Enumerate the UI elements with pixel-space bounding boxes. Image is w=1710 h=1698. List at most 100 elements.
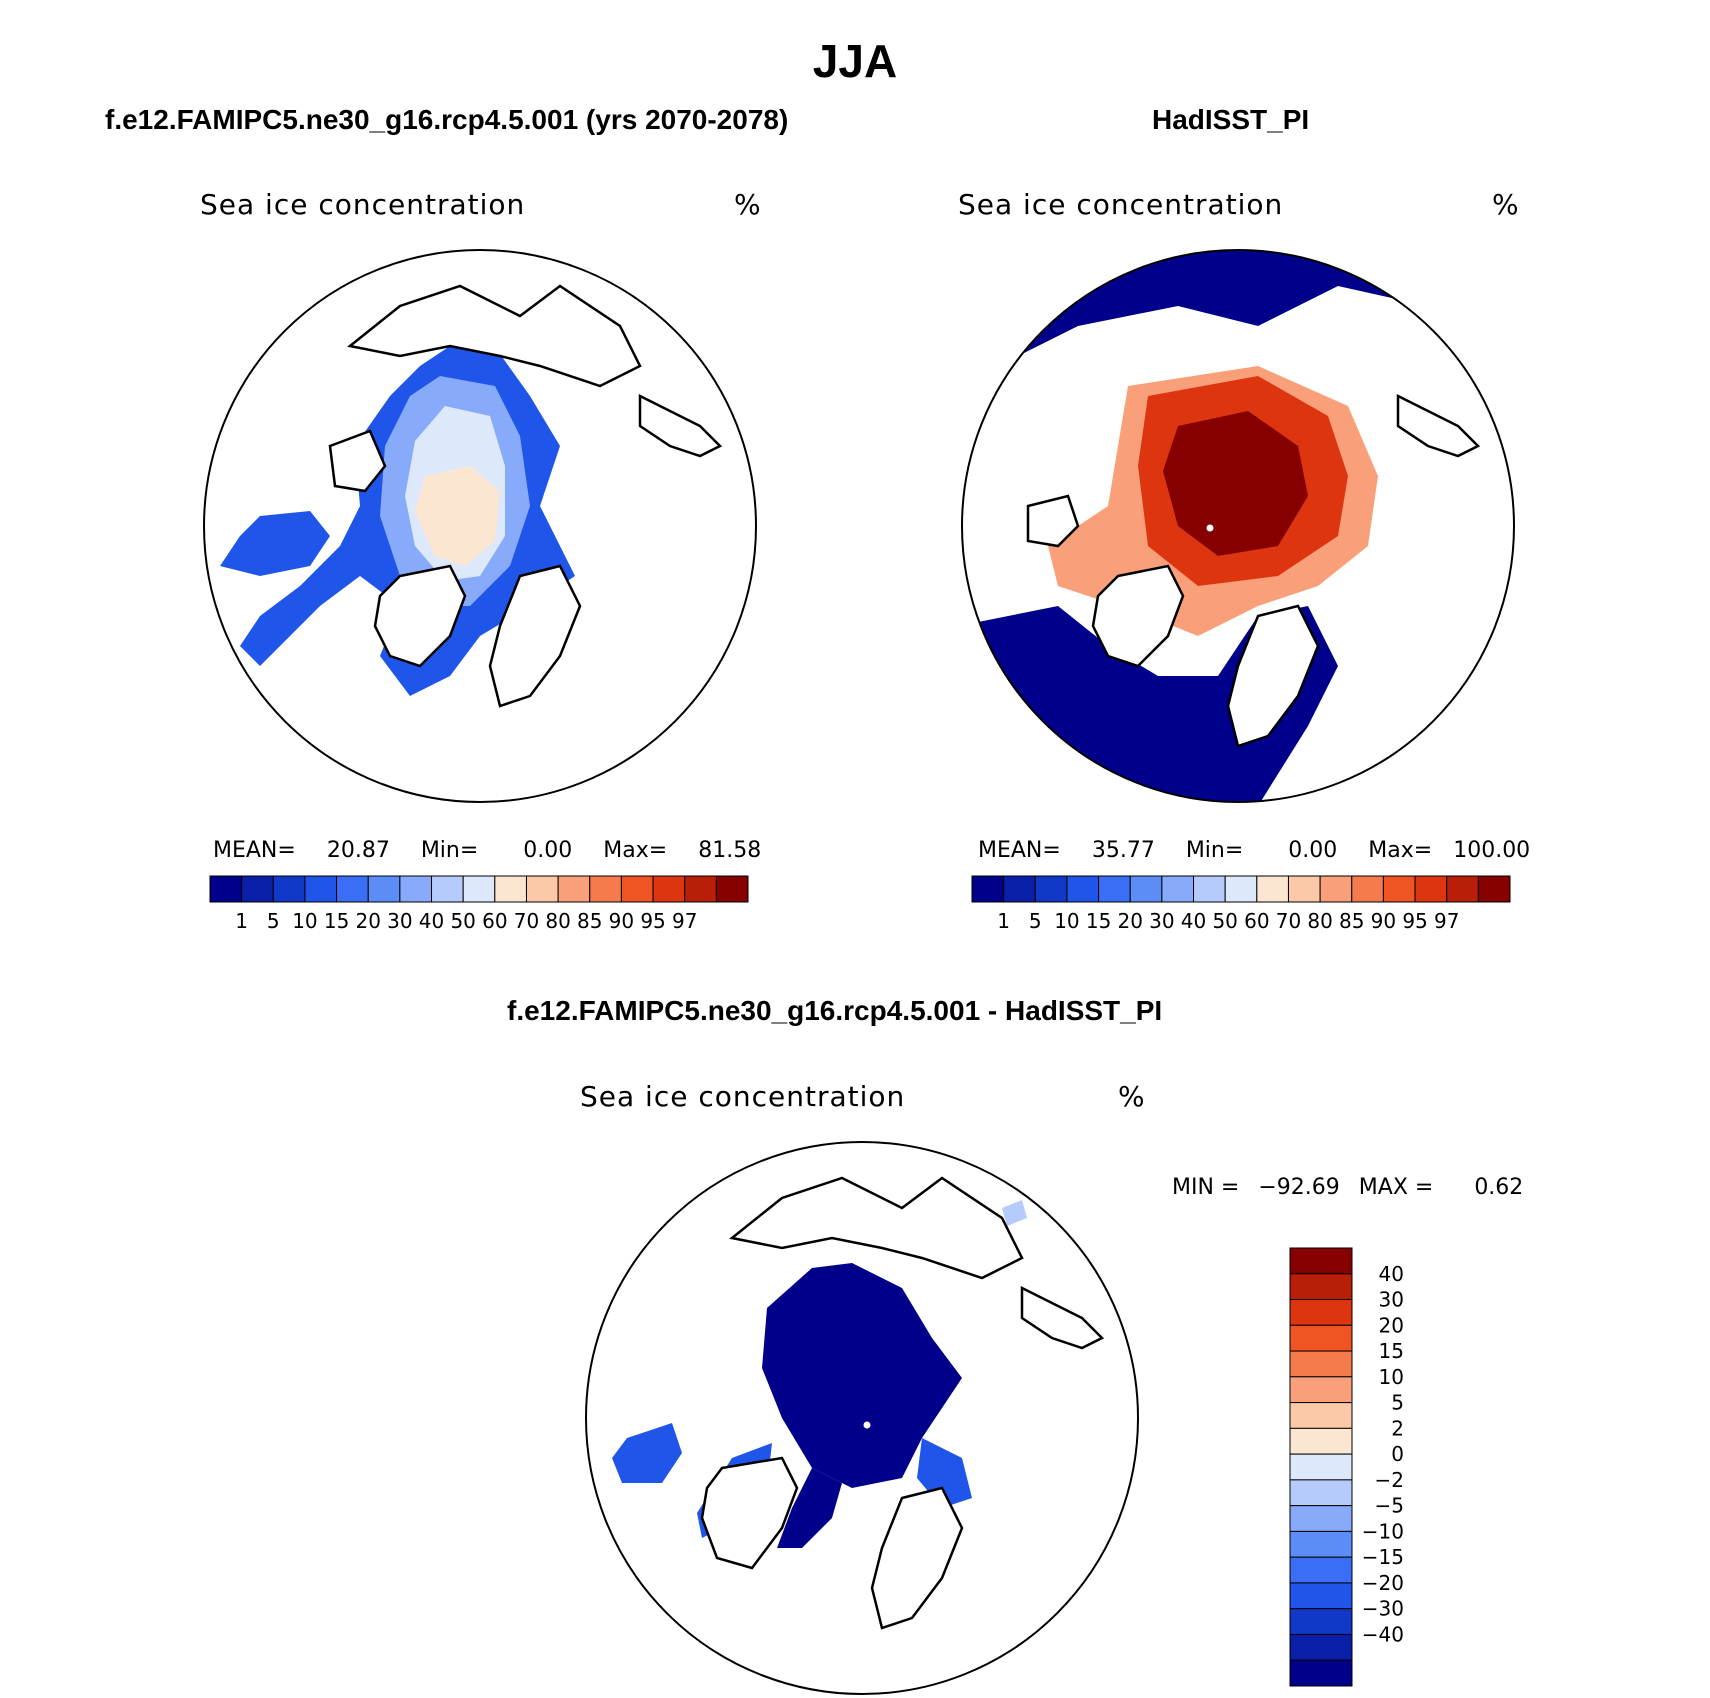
colorbar-swatch	[525, 875, 559, 903]
colorbar-tick-label: 30	[387, 909, 412, 933]
colorbar-tick-label: 50	[450, 909, 475, 933]
panel-obs-mean-value: 35.77	[1091, 838, 1155, 863]
panel-obs-map-boundary	[961, 249, 1515, 803]
panel-model-title: f.e12.FAMIPC5.ne30_g16.rcp4.5.001 (yrs 2…	[105, 104, 789, 135]
panel-model-max-value: 81.58	[698, 838, 762, 863]
panel-diff-units-label: %	[1118, 1080, 1146, 1113]
colorbar-swatch	[1287, 875, 1321, 903]
colorbar-tick-label: 40	[1181, 909, 1206, 933]
obs-pole-marker	[1206, 524, 1214, 532]
colorbar-tick-label: 85	[577, 909, 602, 933]
siberia-outline	[729, 1176, 1024, 1280]
colorbar-swatch	[652, 875, 686, 903]
panel-model-mean-value: 20.87	[326, 838, 390, 863]
colorbar-tick-label: 70	[1276, 909, 1301, 933]
colorbar-swatch	[1161, 875, 1195, 903]
colorbar-tick-label: 5	[1391, 1391, 1404, 1415]
colorbar-swatch	[1289, 1530, 1353, 1558]
colorbar-swatch	[272, 875, 306, 903]
canada-archipelago-outline	[1026, 494, 1080, 548]
colorbar-swatch	[684, 875, 717, 903]
colorbar-swatch	[209, 875, 243, 903]
panel-model-max-label: Max=	[603, 838, 668, 863]
alaska-outline	[1020, 1285, 1105, 1350]
diff-loss-main	[762, 1263, 962, 1488]
colorbar-tick-label: 50	[1212, 909, 1237, 933]
colorbar-swatch	[1289, 1273, 1353, 1301]
panel-obs-coastlines	[1026, 393, 1481, 748]
colorbar-tick-label: 30	[1149, 909, 1174, 933]
colorbar-tick-label: 97	[1434, 909, 1459, 933]
colorbar-tick-label: 15	[324, 909, 349, 933]
colorbar-tick-label: 97	[672, 909, 697, 933]
colorbar-tick-label: 90	[609, 909, 634, 933]
colorbar-tick-label: 60	[482, 909, 507, 933]
panel-model-map-boundary	[203, 249, 757, 803]
colorbar-swatch	[715, 875, 749, 903]
panel-obs-title: HadISST_PI	[1152, 104, 1310, 135]
colorbar-swatch	[1066, 875, 1100, 903]
panel-obs-min-value: 0.00	[1288, 838, 1338, 863]
panel-obs-mean-label: MEAN=	[978, 838, 1061, 863]
colorbar-tick-label: 95	[1402, 909, 1427, 933]
colorbar-swatch	[1289, 1453, 1353, 1481]
panel-obs-max-value: 100.00	[1453, 838, 1531, 863]
colorbar-swatch	[1289, 1299, 1353, 1326]
greenland-outline	[373, 564, 467, 668]
scandinavia-outline	[488, 564, 582, 708]
colorbar-swatch	[1034, 875, 1068, 903]
colorbar-swatch	[1477, 875, 1511, 903]
colorbar-swatch	[1224, 875, 1258, 903]
colorbar-tick-label: −10	[1362, 1519, 1404, 1543]
colorbar-tick-label: 20	[1379, 1313, 1404, 1337]
colorbar-swatch	[1289, 1505, 1353, 1532]
panel-model-variable-label: Sea ice concentration	[200, 188, 526, 221]
panel-diff-max-value: 0.62	[1474, 1175, 1524, 1200]
panel-diff-min-label: MIN =	[1172, 1175, 1240, 1200]
colorbar-tick-label: 5	[1029, 909, 1042, 933]
panel-model-min-label: Min=	[420, 838, 479, 863]
colorbar-tick-label: 15	[1379, 1339, 1404, 1363]
colorbar-tick-label: 60	[1244, 909, 1269, 933]
panel-model-colorbar: 1 5 10 15 20 30 40 50 60 70 80 85 90 95 97	[209, 875, 749, 933]
colorbar-tick-label: 85	[1339, 909, 1364, 933]
colorbar-swatch	[1319, 875, 1353, 903]
colorbar-swatch	[1289, 1324, 1353, 1352]
panel-obs-colorbar: 1 5 10 15 20 30 40 50 60 70 80 85 90 95 97	[971, 875, 1511, 933]
panel-model-units-label: %	[734, 188, 762, 221]
colorbar-tick-label: 5	[267, 909, 280, 933]
colorbar-tick-label: 30	[1379, 1288, 1404, 1312]
panel-model-map	[203, 249, 757, 803]
colorbar-tick-label: 80	[1307, 909, 1332, 933]
colorbar-swatch	[1289, 1608, 1353, 1635]
panel-obs-map	[961, 249, 1515, 803]
colorbar-swatch	[241, 875, 274, 903]
colorbar-tick-label: 2	[1391, 1416, 1404, 1440]
siberia-outline	[347, 284, 642, 388]
colorbar-swatch	[1289, 1427, 1353, 1455]
obs-ice-core	[1163, 411, 1308, 556]
colorbar-swatch	[1289, 1350, 1353, 1378]
panel-model-coastlines	[328, 284, 723, 708]
colorbar-swatch	[1289, 1479, 1353, 1507]
panel-diff-title: f.e12.FAMIPC5.ne30_g16.rcp4.5.001 - HadI…	[507, 995, 1163, 1026]
panel-diff-coastlines	[700, 1176, 1105, 1630]
colorbar-tick-label: −20	[1362, 1571, 1404, 1595]
colorbar-tick-label: 1	[997, 909, 1010, 933]
colorbar-swatch	[1414, 875, 1448, 903]
colorbar-swatch	[1289, 1633, 1353, 1661]
colorbar-swatch	[1129, 875, 1163, 903]
colorbar-tick-label: 40	[419, 909, 444, 933]
diff-gain-patch	[1002, 1200, 1027, 1226]
colorbar-swatch	[1003, 875, 1036, 903]
panel-diff-min-value: −92.69	[1258, 1175, 1340, 1200]
colorbar-swatch	[431, 875, 464, 903]
colorbar-swatch	[1289, 1556, 1353, 1584]
colorbar-tick-label: 10	[1054, 909, 1079, 933]
colorbar-tick-label: −5	[1375, 1494, 1404, 1518]
colorbar-swatch	[589, 875, 622, 903]
model-ice-edge-patch	[220, 511, 330, 576]
canada-archipelago-outline	[328, 429, 387, 493]
diff-loss-baffin	[612, 1423, 682, 1483]
